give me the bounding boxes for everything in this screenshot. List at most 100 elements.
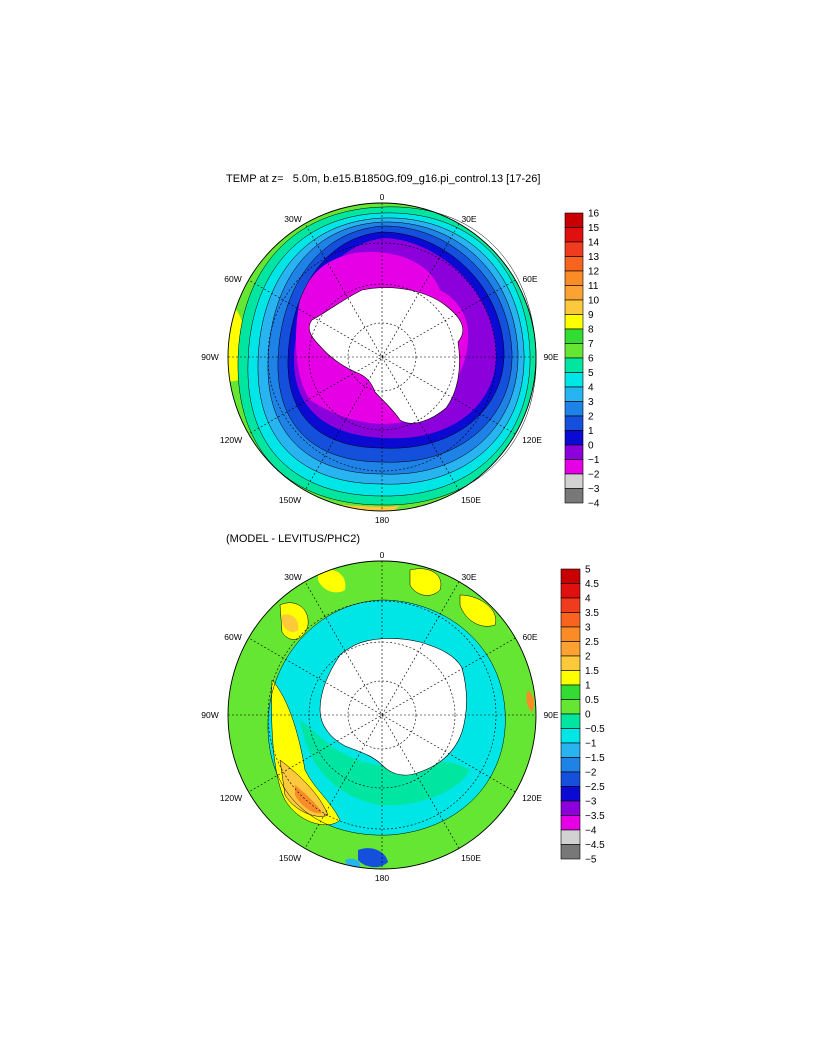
lon-label-150w: 150W xyxy=(279,495,301,505)
colorbar-swatch xyxy=(560,612,581,628)
colorbar-swatch xyxy=(560,597,581,613)
lon-label-30e: 30E xyxy=(461,572,476,582)
colorbar-swatch xyxy=(564,328,584,344)
colorbar-swatch xyxy=(560,655,581,671)
colorbar-swatch xyxy=(560,670,581,686)
lon-label-30w: 30W xyxy=(284,214,301,224)
colorbar-tick-label: 4 xyxy=(588,383,594,394)
lon-label-120e: 120E xyxy=(522,435,542,445)
colorbar-tick-label: −3 xyxy=(585,797,597,808)
colorbar-tick-label: 5 xyxy=(588,368,594,379)
colorbar-swatch xyxy=(560,757,581,773)
lon-label-180: 180 xyxy=(375,873,389,883)
lon-label-0: 0 xyxy=(380,550,385,560)
colorbar-swatch xyxy=(564,444,584,460)
lon-label-150e: 150E xyxy=(461,495,481,505)
lon-label-60w: 60W xyxy=(224,632,241,642)
lon-label-90w: 90W xyxy=(201,710,218,720)
colorbar-tick-label: 10 xyxy=(588,296,600,307)
colorbar-tick-label: −4 xyxy=(585,826,597,837)
colorbar-tick-label: 16 xyxy=(588,209,600,220)
colorbar-tick-label: −0.5 xyxy=(585,724,605,735)
colorbar-swatch xyxy=(564,357,584,373)
colorbar-tick-label: 14 xyxy=(588,238,600,249)
colorbar-tick-label: 3 xyxy=(588,397,594,408)
lon-label-180: 180 xyxy=(375,515,389,525)
colorbar-swatch xyxy=(564,415,584,431)
colorbar-tick-label: −2.5 xyxy=(585,782,605,793)
colorbar-swatch xyxy=(564,401,584,417)
lon-label-150e: 150E xyxy=(461,853,481,863)
colorbar-tick-label: 12 xyxy=(588,267,600,278)
colorbar-tick-label: 7 xyxy=(588,339,594,350)
lon-label-60w: 60W xyxy=(224,274,241,284)
colorbar-tick-label: 2 xyxy=(588,412,594,423)
colorbar-tick-label: 3.5 xyxy=(585,608,599,619)
colorbar-swatch xyxy=(560,742,581,758)
colorbar-swatch xyxy=(564,488,584,504)
colorbar-tick-label: 1 xyxy=(585,681,591,692)
colorbar-tick-label: −5 xyxy=(585,855,597,866)
colorbar-swatch xyxy=(564,212,584,228)
colorbar-tick-label: −4 xyxy=(588,499,600,510)
colorbar-tick-label: 1.5 xyxy=(585,666,599,677)
colorbar-tick-label: 3 xyxy=(585,623,591,634)
panel-2-title: (MODEL - LEVITUS/PHC2) xyxy=(226,533,361,545)
lon-label-0: 0 xyxy=(380,192,385,202)
colorbar-swatch xyxy=(564,459,584,475)
colorbar-swatch xyxy=(564,386,584,402)
colorbar-tick-label: −4.5 xyxy=(585,840,605,851)
colorbar-swatch xyxy=(564,430,584,446)
colorbar-tick-label: −1 xyxy=(585,739,597,750)
colorbar-swatch xyxy=(560,641,581,657)
colorbar-tick-label: 11 xyxy=(588,281,599,292)
colorbar-swatch xyxy=(560,583,581,599)
antarctica-2 xyxy=(319,638,467,776)
colorbar-swatch xyxy=(564,314,584,330)
colorbar-swatch xyxy=(560,829,581,845)
colorbar-tick-label: 4.5 xyxy=(585,579,599,590)
colorbar-tick-label: −2 xyxy=(588,470,600,481)
colorbar-swatch xyxy=(560,626,581,642)
colorbar-swatch xyxy=(564,343,584,359)
colorbar-tick-label: −1.5 xyxy=(585,753,605,764)
colorbar-swatch xyxy=(560,844,581,860)
colorbar-swatch xyxy=(564,473,584,489)
lon-label-30w: 30W xyxy=(284,572,301,582)
panel-1-title: TEMP at z= 5.0m, b.e15.B1850G.f09_g16.pi… xyxy=(226,173,541,185)
colorbar-swatch xyxy=(560,699,581,715)
colorbar-swatch xyxy=(564,372,584,388)
lon-label-90e: 90E xyxy=(543,710,558,720)
colorbar-tick-label: −1 xyxy=(588,455,600,466)
colorbar-tick-label: −3 xyxy=(588,484,600,495)
panel-2-map xyxy=(227,560,537,870)
colorbar-2: 5 4.5 4 3.5 3 2.5 2 1.5 1 0.5 0 −0.5 −1 −1.5 −2 −2.5 −3 −… xyxy=(560,565,605,866)
lon-label-30e: 30E xyxy=(461,214,476,224)
colorbar-tick-label: 6 xyxy=(588,354,594,365)
lon-label-60e: 60E xyxy=(522,274,537,284)
colorbar-swatch xyxy=(560,684,581,700)
panel-1-map xyxy=(227,202,537,512)
colorbar-swatch xyxy=(564,285,584,301)
colorbar-swatch xyxy=(564,227,584,243)
colorbar-tick-label: 9 xyxy=(588,310,594,321)
colorbar-swatch xyxy=(560,786,581,802)
colorbar-swatch xyxy=(564,241,584,257)
colorbar-swatch xyxy=(564,256,584,272)
colorbar-tick-label: 15 xyxy=(588,223,600,234)
colorbar-tick-label: −2 xyxy=(585,768,597,779)
lon-label-120w: 120W xyxy=(220,793,242,803)
lon-label-90w: 90W xyxy=(201,352,218,362)
colorbar-tick-label: 13 xyxy=(588,252,600,263)
colorbar-swatch xyxy=(560,800,581,816)
colorbar-swatch xyxy=(560,568,581,584)
colorbar-tick-label: 8 xyxy=(588,325,594,336)
colorbar-tick-label: 2.5 xyxy=(585,637,599,648)
lon-label-150w: 150W xyxy=(279,853,301,863)
colorbar-tick-label: 0.5 xyxy=(585,695,599,706)
colorbar-swatch xyxy=(564,299,584,315)
colorbar-tick-label: 0 xyxy=(585,710,591,721)
lon-label-120e: 120E xyxy=(522,793,542,803)
